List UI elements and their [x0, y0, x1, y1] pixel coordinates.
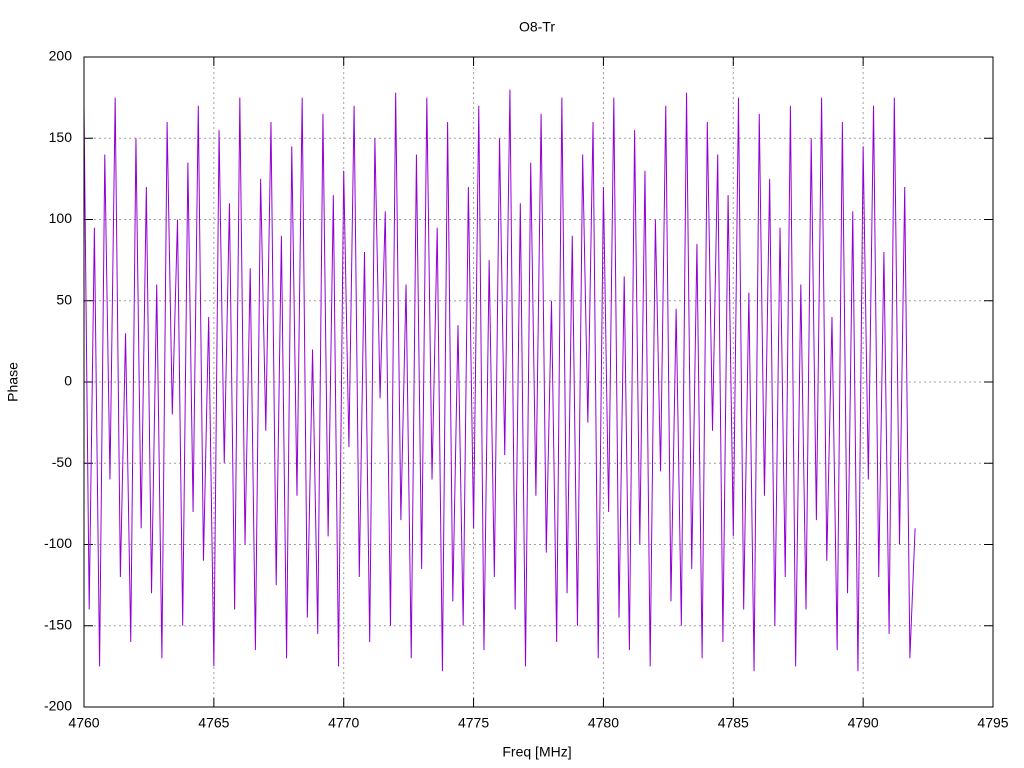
plot-border	[83, 56, 994, 708]
y-tick-label: -50	[52, 454, 72, 470]
x-tick-label: 4775	[458, 715, 489, 731]
y-tick-label: 100	[49, 210, 73, 226]
y-tick-label: 0	[64, 373, 72, 389]
chart-title: O8-Tr	[519, 19, 555, 35]
x-axis-label: Freq [MHz]	[502, 744, 571, 760]
x-tick-label: 4785	[718, 715, 749, 731]
y-tick-label: -150	[44, 616, 72, 632]
x-tick-label: 4765	[198, 715, 229, 731]
data-line	[83, 89, 916, 672]
y-tick-label: -100	[44, 535, 72, 551]
y-axis-label: Phase	[5, 362, 21, 402]
y-tick-label: 200	[49, 48, 73, 64]
x-tick-label: 4780	[588, 715, 619, 731]
x-tick-label: 4760	[68, 715, 99, 731]
y-tick-label: 50	[56, 291, 72, 307]
y-tick-label: 150	[49, 129, 73, 145]
x-tick-label: 4790	[848, 715, 879, 731]
x-tick-label: 4770	[328, 715, 359, 731]
y-tick-label: -200	[44, 698, 72, 714]
x-tick-label: 4795	[977, 715, 1008, 731]
